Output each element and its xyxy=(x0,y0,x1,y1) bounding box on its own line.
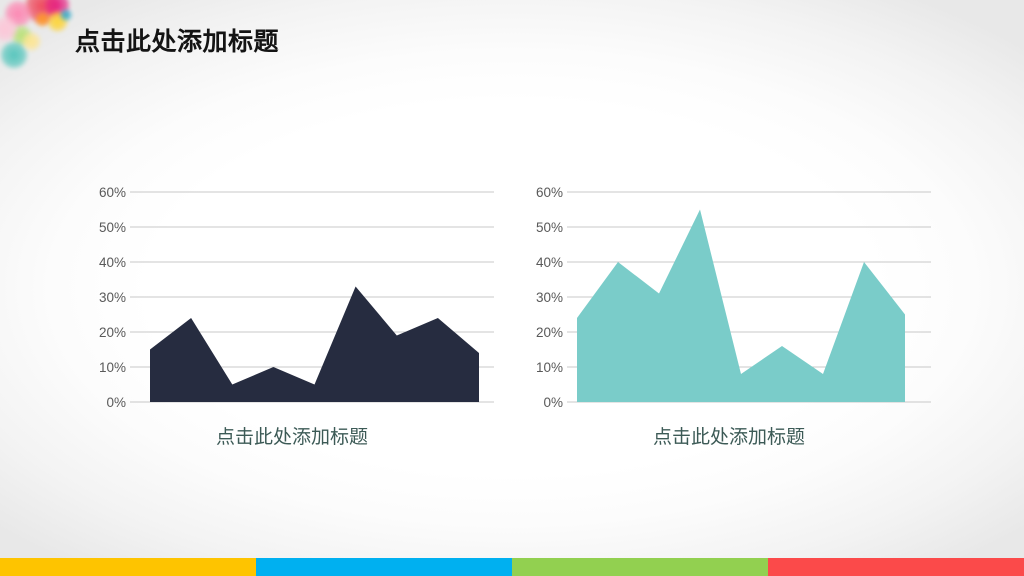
area-chart-left: 60% 50% 40% 30% 20% 10% 0% xyxy=(90,182,494,414)
paint-blob xyxy=(0,41,28,69)
y-tick-label: 50% xyxy=(99,220,126,235)
chart-block-left: 60% 50% 40% 30% 20% 10% 0% 点击此处添加标题 xyxy=(90,182,494,449)
stripe-blue xyxy=(256,558,512,576)
footer-stripe-bar xyxy=(0,558,1024,576)
y-tick-label: 20% xyxy=(99,325,126,340)
y-tick-label: 60% xyxy=(536,185,563,200)
y-tick-label: 10% xyxy=(536,360,563,375)
paint-blob xyxy=(35,12,50,27)
area-chart-right: 60% 50% 40% 30% 20% 10% 0% xyxy=(527,182,931,414)
paint-blob xyxy=(24,0,60,24)
stripe-red xyxy=(768,558,1024,576)
area-chart-svg: 60% 50% 40% 30% 20% 10% 0% xyxy=(99,185,494,410)
y-tick-label: 60% xyxy=(99,185,126,200)
paint-blob xyxy=(47,11,68,32)
chart-caption-left: 点击此处添加标题 xyxy=(215,427,368,448)
area-series xyxy=(577,209,905,402)
paint-blob xyxy=(22,32,41,51)
stripe-yellow xyxy=(0,558,256,576)
y-tick-label: 50% xyxy=(536,220,563,235)
y-tick-label: 20% xyxy=(536,325,563,340)
chart-block-right: 60% 50% 40% 30% 20% 10% 0% 点击此处添加标题 xyxy=(527,182,931,449)
page-title: 点击此处添加标题 xyxy=(75,28,280,56)
y-tick-label: 40% xyxy=(536,255,563,270)
y-tick-label: 30% xyxy=(536,290,563,305)
chart-caption-right: 点击此处添加标题 xyxy=(652,427,805,448)
y-tick-label: 0% xyxy=(543,395,563,410)
y-tick-label: 30% xyxy=(99,290,126,305)
y-tick-label: 10% xyxy=(99,360,126,375)
paint-blob xyxy=(11,25,32,46)
y-tick-label: 40% xyxy=(99,255,126,270)
paint-blob xyxy=(44,0,70,18)
area-series xyxy=(150,286,479,402)
paint-blob xyxy=(0,16,18,42)
paint-blob xyxy=(4,0,32,28)
area-chart-svg: 60% 50% 40% 30% 20% 10% 0% xyxy=(536,185,931,410)
paint-blob xyxy=(60,9,72,21)
y-tick-label: 0% xyxy=(106,395,126,410)
stripe-green xyxy=(512,558,768,576)
